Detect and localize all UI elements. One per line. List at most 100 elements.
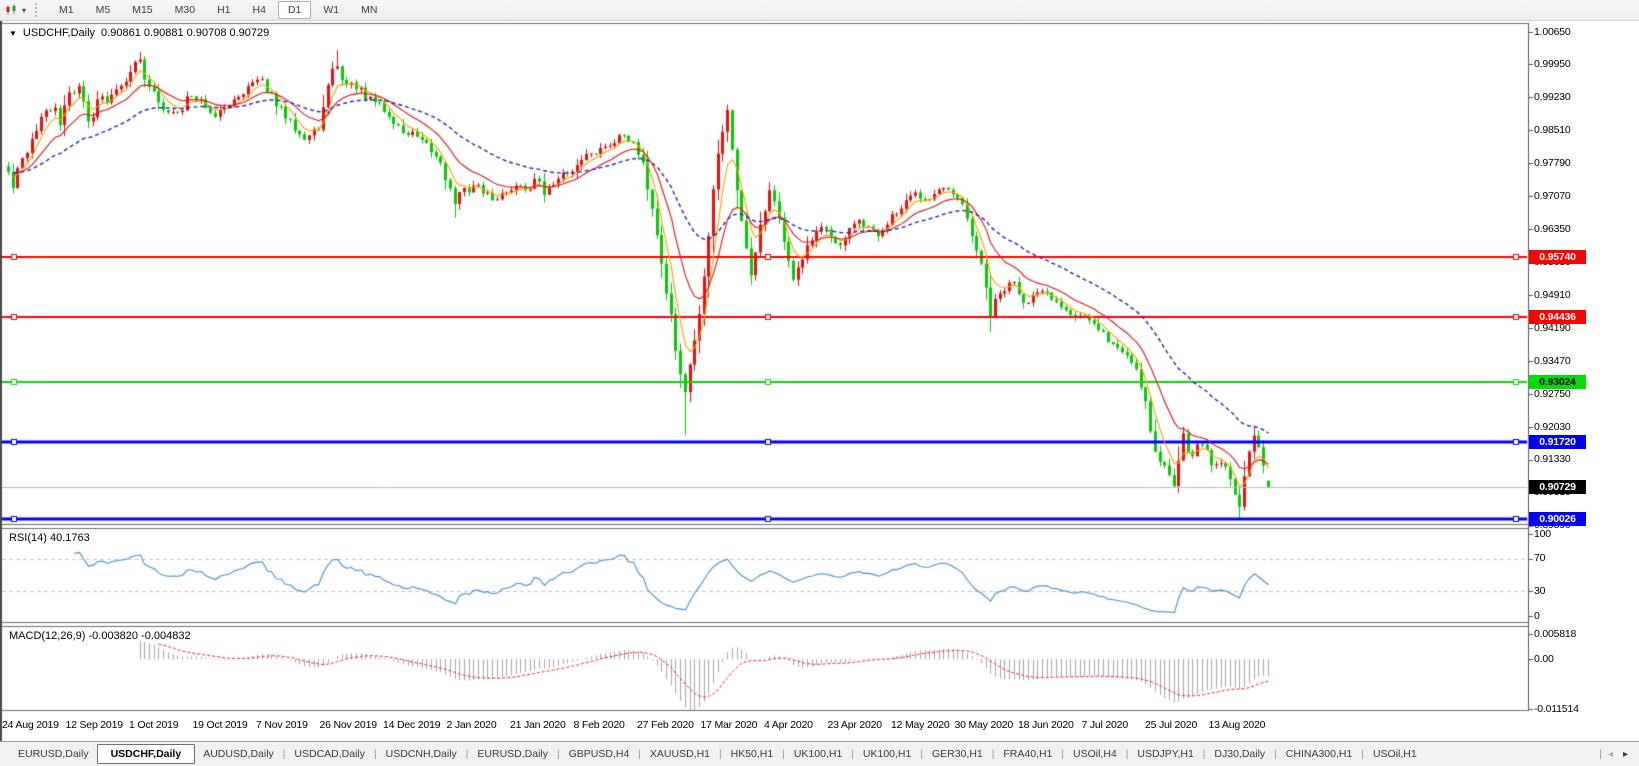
toolbar-grip[interactable] [35, 3, 40, 17]
price-axis-tick: 0.99950 [1534, 57, 1571, 70]
date-axis-label: 23 Apr 2020 [827, 719, 883, 731]
toolbar: ▾ M1 M5 M15 M30 H1 H4 D1 W1 MN [0, 0, 1639, 21]
timeframe-button-m15[interactable]: M15 [132, 4, 153, 16]
timeframe-buttons: M1 M5 M15 M30 H1 H4 D1 W1 MN [48, 0, 388, 20]
chart-symbol-period: USDCHF,Daily [22, 27, 96, 39]
chart-tab-usdcad-daily[interactable]: USDCAD,Daily [294, 748, 365, 760]
macd-axis-tick: 0.00 [1534, 652, 1554, 665]
chart-tab-usdjpy-h1[interactable]: USDJPY,H1 [1137, 748, 1194, 760]
tab-separator: | [1202, 748, 1206, 760]
tab-separator: | [1061, 748, 1064, 760]
price-axis-tick: 0.94190 [1534, 321, 1571, 334]
tab-separator: | [719, 748, 722, 760]
price-axis-tick: 0.99230 [1534, 90, 1571, 103]
chart-tab-uk100-h1[interactable]: UK100,H1 [862, 748, 912, 760]
rsi-name: RSI(14) [9, 532, 47, 544]
chart-tab-usoil-h1[interactable]: USOil,H1 [1372, 748, 1417, 760]
chart-window: ▼ USDCHF,Daily 0.90861 0.90881 0.90708 0… [0, 21, 1639, 741]
hline-price-label[interactable]: 0.91720 [1529, 434, 1586, 449]
timeframe-button-h4[interactable]: H4 [252, 4, 266, 16]
chart-tabs-bar: EURUSD,Daily USDCHF,Daily AUDUSD,Daily | USD… [0, 741, 1639, 766]
date-axis-label: 7 Nov 2019 [256, 719, 308, 731]
tab-scroll-right-icon[interactable]: ▸ [1622, 748, 1628, 760]
date-axis-label: 18 Jun 2020 [1018, 719, 1074, 731]
rsi-indicator-label: RSI(14) 40.1763 [9, 532, 90, 544]
chart-tab-gbpusd-h4[interactable]: GBPUSD,H4 [568, 748, 630, 760]
date-axis-label: 27 Feb 2020 [637, 719, 694, 731]
chart-tab-xauusd-h1[interactable]: XAUUSD,H1 [649, 748, 711, 760]
chart-tab-audusd-daily[interactable]: AUDUSD,Daily [203, 748, 274, 760]
chart-tab-fra40-h1[interactable]: FRA40,H1 [1003, 748, 1053, 760]
rsi-axis-tick: 0 [1534, 609, 1540, 622]
date-axis-label: 24 Aug 2019 [2, 719, 59, 731]
chart-tab-eurusd-daily[interactable]: EURUSD,Daily [18, 748, 89, 760]
macd-axis-tick: 0.005818 [1534, 627, 1577, 640]
price-axis-tick: 1.00650 [1534, 25, 1571, 38]
chart-tab-china300-h1[interactable]: CHINA300,H1 [1285, 748, 1353, 760]
date-axis-label: 21 Jan 2020 [510, 719, 566, 731]
rsi-axis-tick: 70 [1534, 552, 1546, 565]
chart-tab-usoil-h4[interactable]: USOil,H4 [1073, 748, 1117, 760]
timeframe-button-m30[interactable]: M30 [174, 4, 196, 16]
chart-ohlc-values: 0.90861 0.90881 0.90708 0.90729 [101, 27, 270, 39]
chart-tab-ger30-h1[interactable]: GER30,H1 [931, 748, 983, 760]
price-axis-tick: 0.91330 [1534, 453, 1571, 465]
tab-separator: | [991, 748, 995, 760]
tab-separator: | [1599, 748, 1602, 760]
date-axis-label: 19 Oct 2019 [192, 719, 248, 731]
chart-tab-eurusd-daily[interactable]: EURUSD,Daily [477, 748, 548, 760]
rsi-value: 40.1763 [49, 532, 90, 544]
price-axis-tick: 0.98510 [1534, 123, 1571, 136]
price-axis-tick: 0.92750 [1534, 387, 1571, 400]
chart-mode-icon[interactable] [4, 3, 20, 18]
chart-canvas[interactable] [0, 21, 1639, 741]
timeframe-button-mn[interactable]: MN [361, 4, 378, 16]
chart-tab-usdcnh-daily[interactable]: USDCNH,Daily [385, 748, 457, 760]
date-axis-label: 4 Apr 2020 [764, 719, 813, 731]
hline-price-label[interactable]: 0.93024 [1529, 374, 1586, 389]
macd-values: -0.003820 -0.004832 [88, 630, 191, 642]
tab-separator: | [557, 748, 560, 760]
timeframe-button-d1[interactable]: D1 [277, 1, 312, 19]
tab-separator: | [1125, 748, 1129, 760]
date-axis-label: 26 Nov 2019 [319, 719, 378, 731]
date-axis-label: 17 Mar 2020 [700, 719, 758, 731]
chart-title: ▼ USDCHF,Daily 0.90861 0.90881 0.90708 0… [9, 27, 269, 39]
date-axis-label: 12 Sep 2019 [65, 719, 124, 731]
chart-tab-dj30-daily[interactable]: DJ30,Daily [1214, 748, 1266, 760]
date-axis-label: 2 Jan 2020 [446, 719, 497, 731]
tab-separator: | [851, 748, 854, 760]
dropdown-arrow-icon[interactable]: ▾ [22, 5, 27, 15]
timeframe-button-m5[interactable]: M5 [95, 4, 111, 16]
macd-name: MACD(12,26,9) [9, 630, 86, 642]
tab-scroll-left-icon[interactable]: ◂ [1607, 748, 1613, 760]
date-axis-label: 12 May 2020 [891, 719, 950, 731]
date-axis-label: 30 May 2020 [954, 719, 1014, 731]
tab-separator: | [1361, 748, 1364, 760]
chart-tab-usdchf-daily[interactable]: USDCHF,Daily [96, 744, 196, 764]
hline-price-label[interactable]: 0.90026 [1529, 512, 1586, 527]
chart-tab-uk100-h1[interactable]: UK100,H1 [793, 748, 843, 760]
chart-tab-hk50-h1[interactable]: HK50,H1 [730, 748, 774, 760]
date-axis-label: 8 Feb 2020 [573, 719, 625, 731]
timeframe-button-w1[interactable]: W1 [323, 4, 340, 16]
current-price-label: 0.90729 [1529, 480, 1586, 495]
price-axis-tick: 0.97790 [1534, 156, 1571, 169]
rsi-axis-tick: 100 [1534, 527, 1551, 540]
timeframe-button-m1[interactable]: M1 [59, 4, 74, 16]
date-axis-label: 13 Aug 2020 [1208, 719, 1266, 731]
chart-tabs: EURUSD,Daily USDCHF,Daily AUDUSD,Daily | USD… [10, 744, 1425, 764]
date-axis-label: 14 Dec 2019 [383, 719, 441, 731]
hline-price-label[interactable]: 0.94436 [1529, 310, 1586, 325]
timeframe-button-h1[interactable]: H1 [217, 4, 231, 16]
tab-separator: | [374, 748, 377, 760]
date-axis-label: 7 Jul 2020 [1081, 719, 1129, 731]
tab-separator: | [920, 748, 923, 760]
price-axis-tick: 0.92030 [1534, 420, 1571, 433]
tab-separator: | [282, 748, 286, 760]
chart-dropdown-icon[interactable]: ▼ [9, 28, 17, 38]
tab-separator: | [638, 748, 641, 760]
hline-price-label[interactable]: 0.95740 [1529, 250, 1586, 265]
date-axis-label: 1 Oct 2019 [129, 719, 179, 731]
macd-indicator-label: MACD(12,26,9) -0.003820 -0.004832 [9, 630, 191, 642]
